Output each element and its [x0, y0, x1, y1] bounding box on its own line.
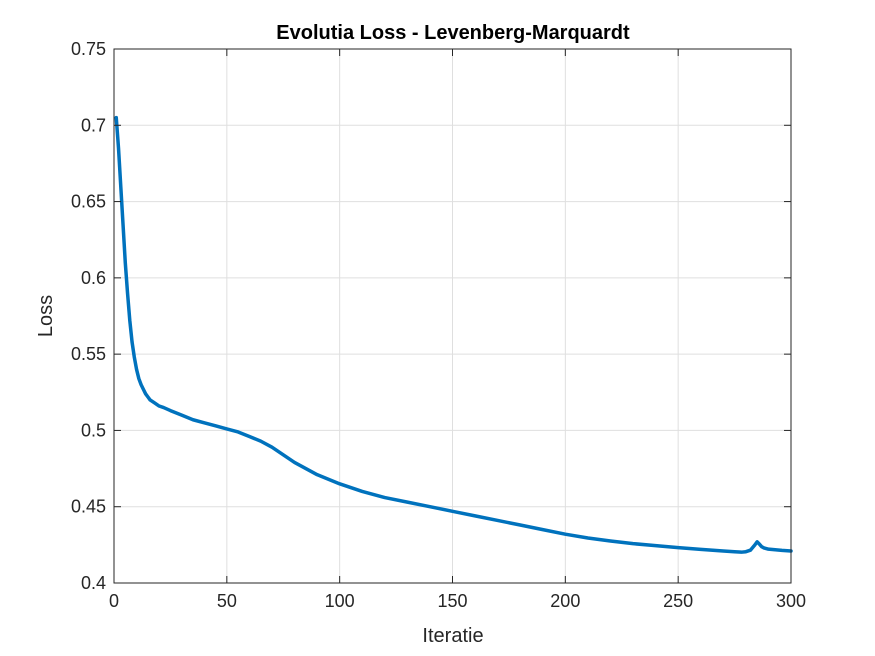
x-tick-label: 0 [109, 591, 119, 611]
y-tick-label: 0.45 [71, 497, 106, 517]
y-axis-label: Loss [35, 295, 57, 337]
y-tick-label: 0.75 [71, 39, 106, 59]
x-tick-label: 250 [663, 591, 693, 611]
chart-title: Evolutia Loss - Levenberg-Marquardt [276, 22, 630, 44]
axes-layer: 0 50 100 150 200 250 300 0.4 0.45 0.5 0.55 0.6 0.65 0… [71, 39, 806, 611]
y-tick-label: 0.55 [71, 344, 106, 364]
y-tick-label: 0.4 [81, 573, 106, 593]
x-tick-label: 150 [437, 591, 467, 611]
x-tick-label: 50 [217, 591, 237, 611]
loss-series-line [114, 115, 793, 554]
x-tick-label: 100 [325, 591, 355, 611]
x-tick-label: 300 [776, 591, 806, 611]
y-tick-label: 0.65 [71, 192, 106, 212]
plot-layer [114, 115, 793, 554]
x-tick-label: 200 [550, 591, 580, 611]
x-axis-label: Iteratie [422, 625, 483, 647]
y-tick-label: 0.7 [81, 115, 106, 135]
y-tick-label: 0.5 [81, 420, 106, 440]
y-tick-label: 0.6 [81, 268, 106, 288]
